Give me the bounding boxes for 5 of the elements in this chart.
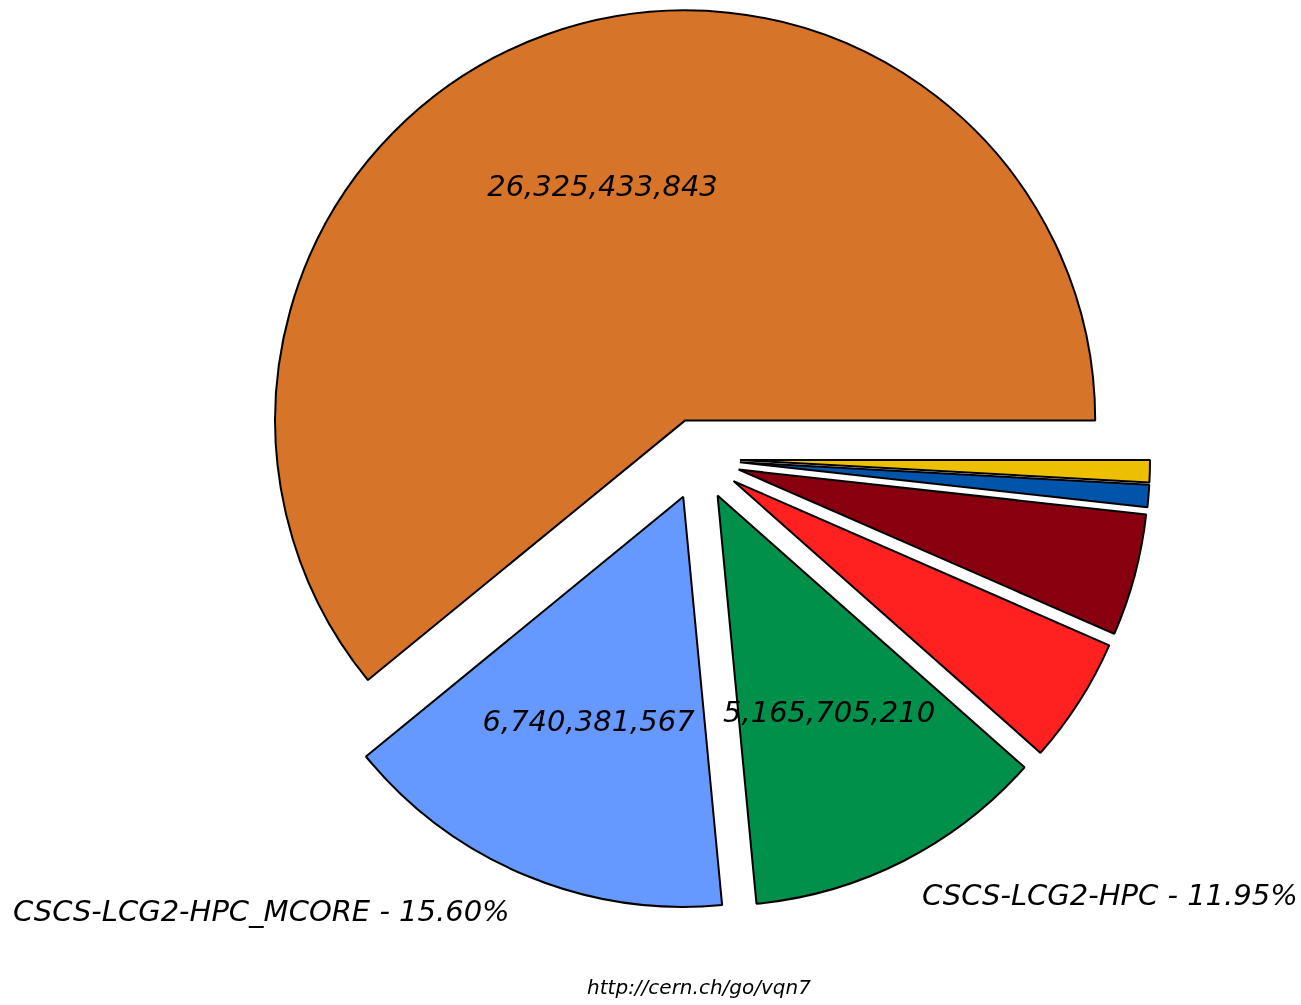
slice-label: CSCS-LCG2-HPC - 11.95%: [922, 878, 1298, 913]
text: http://cern.ch/go/vqn7: [587, 975, 811, 999]
slice-label: CSCS-LCG2-HPC_MCORE - 15.60%: [12, 893, 510, 928]
data-label: 26,325,433,843: [487, 169, 718, 204]
data-label: 6,740,381,567: [482, 704, 696, 739]
